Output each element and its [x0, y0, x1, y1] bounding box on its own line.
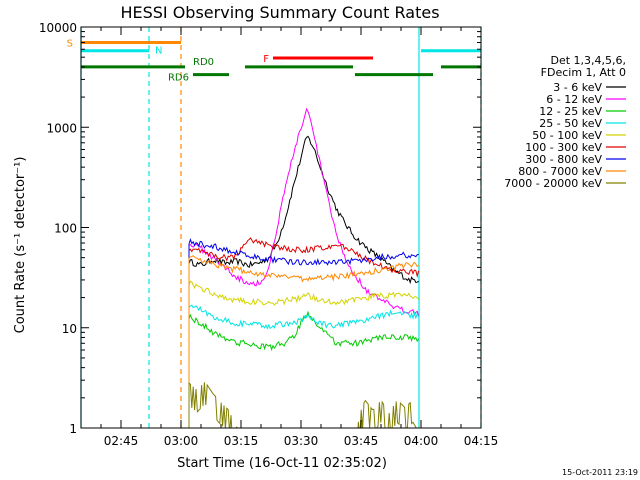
series-line-300-800-kev: [188, 238, 419, 428]
flag-label-rd0: RD0: [193, 57, 214, 68]
series-line-100-300-kev: [188, 237, 420, 428]
x-tick-label: 03:15: [224, 434, 259, 448]
legend-label-12-25-kev: 12 - 25 keV: [539, 105, 602, 118]
x-tick-label: 02:45: [104, 434, 139, 448]
series-line-7000-20000-kev: [188, 382, 417, 428]
legend-header: Det 1,3,4,5,6,: [550, 54, 626, 67]
x-axis-label: Start Time (16-Oct-11 02:35:02): [177, 456, 387, 471]
series-line-800-7000-kev: [188, 255, 419, 428]
flag-label-rd6: RD6: [168, 73, 189, 84]
legend-label-6-12-kev: 6 - 12 keV: [546, 93, 602, 106]
series-line-6-12-kev: [188, 107, 420, 428]
legend-label-300-800-kev: 300 - 800 keV: [525, 153, 602, 166]
legend-label-7000-20000-kev: 7000 - 20000 keV: [504, 177, 602, 190]
legend-label-3-6-kev: 3 - 6 keV: [553, 81, 602, 94]
legend-label-50-100-kev: 50 - 100 keV: [532, 129, 602, 142]
series-line-50-100-kev: [188, 280, 419, 428]
y-tick-label: 1000: [46, 121, 77, 135]
y-tick-label: 1: [69, 422, 77, 436]
x-tick-label: 04:00: [404, 434, 439, 448]
y-axis-label: Count Rate (s⁻¹ detector⁻¹): [13, 157, 28, 334]
legend-label-100-300-kev: 100 - 300 keV: [525, 141, 602, 154]
legend-label-25-50-kev: 25 - 50 keV: [539, 117, 602, 130]
flag-label-f: F: [263, 54, 269, 65]
series-line-3-6-kev: [188, 135, 419, 428]
legend-label-800-7000-kev: 800 - 7000 keV: [518, 165, 602, 178]
timestamp-footer: 15-Oct-2011 23:19: [562, 468, 638, 477]
x-tick-label: 04:15: [464, 434, 499, 448]
y-tick-label: 10000: [39, 21, 77, 35]
flag-label-n: N: [155, 46, 162, 57]
flag-label-s: S: [67, 39, 73, 50]
x-tick-label: 03:00: [164, 434, 199, 448]
legend-header: FDecim 1, Att 0: [541, 66, 626, 79]
y-tick-label: 10: [62, 322, 77, 336]
x-tick-label: 03:30: [284, 434, 319, 448]
series-line-25-50-kev: [188, 304, 420, 428]
y-tick-label: 100: [54, 222, 77, 236]
x-tick-label: 03:45: [344, 434, 379, 448]
series-line-12-25-kev: [188, 310, 420, 428]
chart-title: HESSI Observing Summary Count Rates: [120, 3, 439, 22]
